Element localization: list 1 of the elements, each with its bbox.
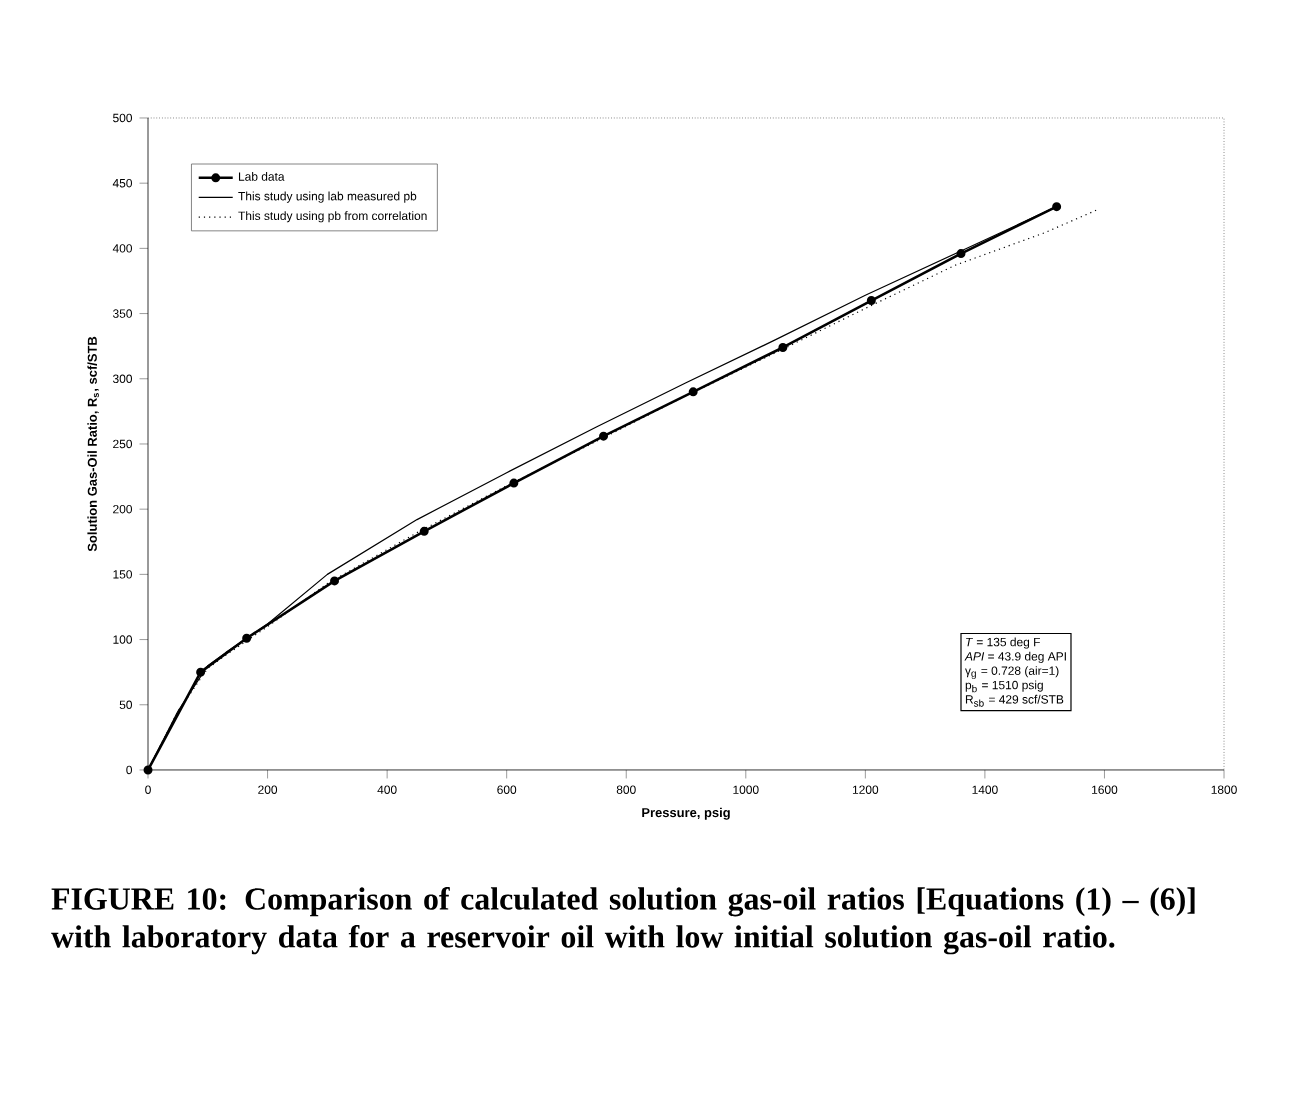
caption: FIGURE 10: Comparison of calculated solution gas-oil ratios [Equations (1) – (6)] with laboratory data for a reservoir oil with low initial solution gas-oil ratio. [51, 887, 1195, 955]
